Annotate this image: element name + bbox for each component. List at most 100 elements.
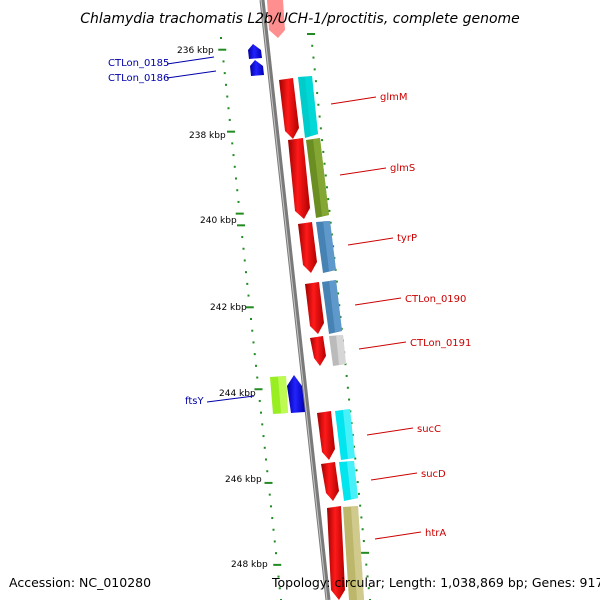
gene-label-htrA[interactable]: htrA [425, 528, 446, 539]
gene-label-glmM[interactable]: glmM [380, 92, 408, 103]
tick-mark [325, 186, 328, 189]
tick-mark [354, 457, 357, 460]
gene-arrow-CTLon-0185[interactable] [248, 44, 262, 59]
tick-mark [361, 528, 364, 531]
kbp-label: 244 kbp [219, 389, 256, 399]
tick-mark [323, 162, 326, 165]
tick-mark [266, 470, 269, 473]
tick-mark [223, 72, 226, 75]
tick-mark [242, 247, 245, 250]
gene-arrow-CTLon-0186[interactable] [250, 60, 264, 76]
tick-mark [236, 189, 239, 192]
gene-arrow-tyrP[interactable] [298, 222, 317, 273]
tick-mark [262, 435, 265, 438]
tick-mark [245, 271, 247, 274]
accession-text: Accession: NC_010280 [9, 575, 151, 590]
gene-label-ftsY[interactable]: ftsY [185, 396, 204, 407]
tick-mark [222, 60, 225, 63]
tick-mark [227, 130, 235, 133]
tick-mark [246, 282, 249, 285]
tick-mark [330, 233, 333, 236]
tick-mark [278, 587, 281, 590]
tick-mark [328, 209, 331, 212]
gene-arrow-htrA[interactable] [327, 506, 345, 600]
gene-arrow-glmM[interactable] [279, 78, 299, 139]
tick-mark [313, 68, 316, 71]
reverse-gene-labels: CTLon_0185 CTLon_0186 ftsY [108, 56, 255, 407]
gene-arrow-glmS[interactable] [288, 138, 310, 219]
kbp-label: 246 kbp [225, 475, 262, 485]
tick-mark [357, 492, 360, 495]
tick-mark [360, 516, 363, 519]
tick-mark [252, 341, 255, 344]
gene-arrow-sucC[interactable] [317, 411, 335, 460]
tick-mark [318, 115, 321, 118]
tick-mark [231, 142, 234, 145]
tick-mark [265, 458, 267, 461]
tick-mark [314, 80, 317, 83]
gene-label-CTLon-0186[interactable]: CTLon_0186 [108, 73, 169, 84]
topology-text: Topology: circular; Length: 1,038,869 bp… [271, 575, 600, 590]
tick-mark [350, 422, 353, 425]
tick-mark [277, 575, 280, 578]
tick-mark [233, 165, 236, 168]
gene-label-glmS[interactable]: glmS [390, 163, 415, 174]
tick-mark [348, 398, 351, 401]
tick-mark [264, 481, 273, 484]
tick-mark [353, 445, 356, 448]
gene-arrow-ftsY[interactable] [287, 375, 305, 413]
kbp-label: 238 kbp [189, 131, 226, 141]
tick-mark [273, 540, 276, 543]
gene-arrow-CTLon-0191[interactable] [310, 336, 326, 366]
gene-label-sucC[interactable]: sucC [417, 424, 441, 435]
tick-mark [253, 353, 256, 356]
tick-mark [361, 551, 370, 554]
gene-arrow-partial [267, 0, 285, 38]
genome-title: Chlamydia trachomatis L2b/UCH-1/proctiti… [80, 11, 520, 27]
tick-mark [346, 386, 349, 389]
tick-mark [362, 540, 365, 543]
tick-mark [322, 150, 325, 153]
tick-mark [270, 505, 272, 508]
tick-mark [218, 48, 227, 51]
tick-mark [273, 563, 282, 566]
tick-mark [255, 364, 257, 367]
tick-mark [321, 139, 324, 142]
gene-label-CTLon-0191[interactable]: CTLon_0191 [410, 338, 471, 349]
tick-mark [355, 469, 358, 472]
tick-mark [365, 563, 368, 566]
tick-mark [272, 528, 275, 531]
kbp-label: 236 kbp [177, 46, 214, 56]
tick-mark [226, 95, 229, 98]
tick-mark [317, 103, 320, 106]
gene-label-tyrP[interactable]: tyrP [397, 233, 417, 244]
forward-genes [279, 78, 345, 600]
tick-mark [235, 212, 244, 215]
kbp-label: 240 kbp [200, 216, 237, 226]
tick-mark [356, 481, 359, 484]
tick-mark [337, 292, 340, 295]
tick-mark [332, 245, 335, 248]
tick-mark [312, 56, 315, 59]
tick-mark [339, 316, 342, 318]
reverse-genes [248, 44, 305, 414]
cog-blocks [298, 76, 364, 600]
gene-label-CTLon-0190[interactable]: CTLon_0190 [405, 294, 466, 305]
tick-mark [225, 83, 227, 86]
tick-mark [367, 587, 370, 590]
genome-backbone [259, 0, 331, 600]
tick-mark [261, 423, 264, 426]
gene-arrow-sucD[interactable] [321, 462, 339, 501]
tick-track-left [218, 37, 282, 600]
tick-mark [335, 280, 338, 283]
tick-mark [327, 198, 330, 201]
gene-label-sucD[interactable]: sucD [421, 469, 446, 480]
tick-mark [345, 374, 348, 377]
tick-mark [260, 411, 262, 414]
gene-label-CTLon-0185[interactable]: CTLon_0185 [108, 58, 169, 69]
tick-mark [235, 177, 237, 180]
tick-mark [256, 376, 259, 379]
tick-mark [247, 294, 250, 297]
tick-mark [250, 318, 252, 320]
gene-arrow-CTLon-0190[interactable] [305, 282, 324, 334]
